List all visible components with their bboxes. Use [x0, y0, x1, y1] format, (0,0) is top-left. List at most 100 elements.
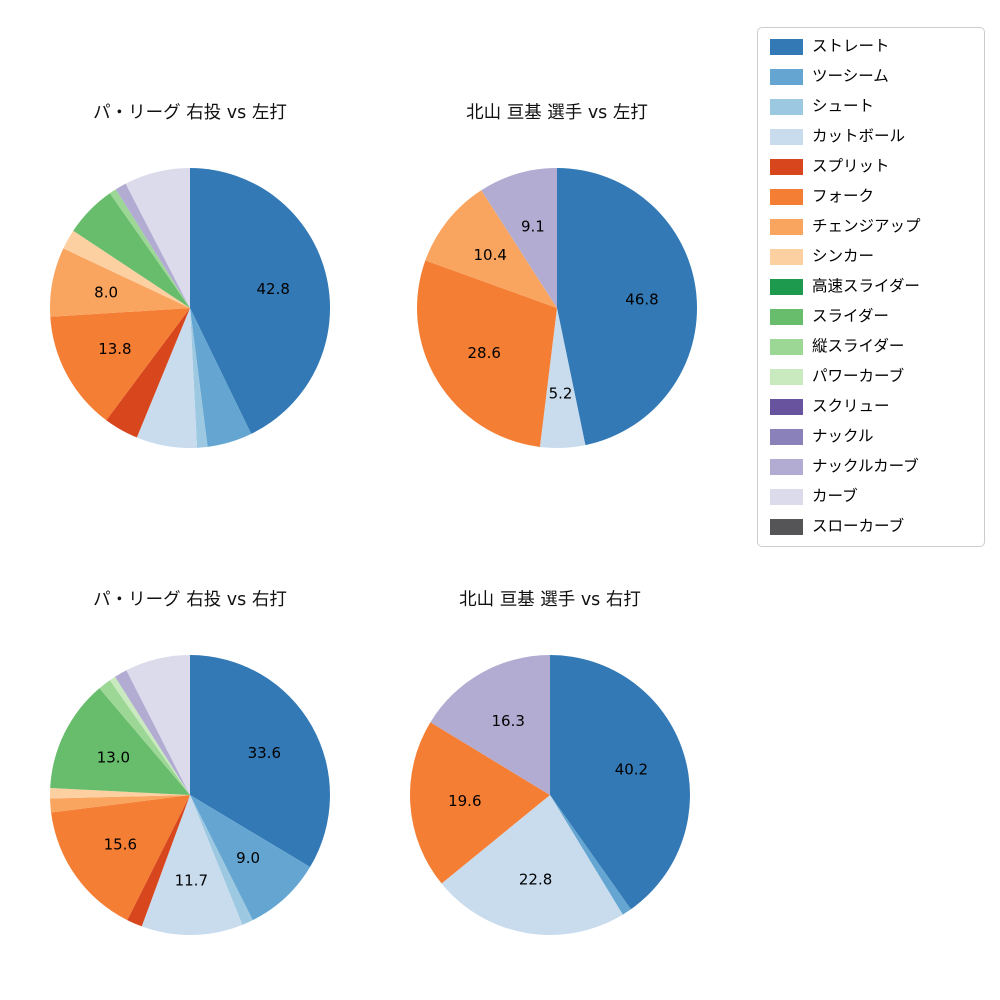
legend-item-label: ナックル	[812, 427, 874, 446]
slice-value-label: 40.2	[615, 760, 648, 778]
pie-slice	[425, 190, 557, 308]
pie-slice	[190, 168, 331, 434]
slice-value-label: 10.4	[473, 246, 506, 264]
legend-item-label: パワーカーブ	[812, 367, 905, 386]
pie-slice	[109, 676, 190, 795]
pie-chart-block-kitayama-vs-lhb: 北山 亘基 選手 vs 左打 46.8 5.2 28.6 10.4 9.1	[404, 100, 710, 458]
slice-value-label: 13.0	[97, 748, 130, 766]
legend-color-swatch	[770, 159, 803, 175]
legend-item-label: ナックルカーブ	[812, 457, 919, 476]
pie-slice	[50, 795, 190, 813]
legend-item-label: スローカーブ	[812, 517, 905, 536]
legend: ストレートツーシームシュートカットボール スプリットフォークチェンジアップ シンカー…	[757, 27, 985, 547]
legend-item: スライダー	[770, 309, 972, 325]
pie-slice	[127, 795, 190, 927]
pie-slice	[125, 168, 190, 308]
legend-item-label: フォーク	[812, 187, 875, 206]
pie-slice	[114, 670, 190, 795]
pie-chart-block-pa-right-vs-lhb: パ・リーグ 右投 vs 左打 42.8 13.8 8.0	[37, 100, 343, 458]
pie-chart: 33.6 9.0 11.7 15.6 13.0	[40, 645, 340, 945]
legend-item: ストレート	[770, 39, 972, 55]
legend-item-label: ツーシーム	[812, 67, 889, 86]
pie-slice	[190, 795, 311, 921]
pie-slice	[136, 308, 198, 448]
legend-item: チェンジアップ	[770, 219, 972, 235]
legend-color-swatch	[770, 69, 803, 85]
pie-slice	[50, 308, 190, 421]
pie-slice	[190, 308, 208, 448]
pie-chart-block-pa-right-vs-rhb: パ・リーグ 右投 vs 右打 33.6 9.0 11.7 15.6 13.0	[37, 587, 343, 945]
legend-item: ツーシーム	[770, 69, 972, 85]
legend-item-label: ストレート	[812, 37, 890, 56]
legend-item: カットボール	[770, 129, 972, 145]
legend-item: シュート	[770, 99, 972, 115]
pie-slice	[416, 260, 557, 447]
legend-item: 縦スライダー	[770, 339, 972, 355]
pie-slice	[430, 655, 550, 795]
chart-title: 北山 亘基 選手 vs 左打	[466, 103, 648, 123]
legend-item: スクリュー	[770, 399, 972, 415]
chart-title: パ・リーグ 右投 vs 右打	[93, 590, 287, 610]
pie-chart: 42.8 13.8 8.0	[40, 158, 340, 458]
pie-slice	[63, 230, 190, 308]
legend-item-label: カットボール	[812, 127, 906, 146]
legend-item-label: スライダー	[812, 307, 889, 326]
legend-item-label: チェンジアップ	[812, 217, 921, 236]
legend-item-label: シンカー	[812, 247, 875, 266]
legend-item-label: カーブ	[812, 487, 858, 506]
legend-item: ナックルカーブ	[770, 459, 972, 475]
legend-color-swatch	[770, 279, 803, 295]
pie-slice	[410, 722, 550, 884]
legend-item: 高速スライダー	[770, 279, 972, 295]
pie-slice	[106, 308, 190, 438]
pie-slice	[550, 795, 631, 915]
legend-color-swatch	[770, 429, 803, 445]
pie-svg: 40.2 22.8 19.6 16.3	[410, 655, 691, 935]
pie-slice	[539, 308, 586, 448]
legend-color-swatch	[770, 339, 803, 355]
slice-value-label: 46.8	[625, 291, 658, 309]
legend-color-swatch	[770, 99, 803, 115]
pie-chart: 40.2 22.8 19.6 16.3	[400, 645, 700, 945]
pie-slice	[126, 655, 190, 795]
legend-color-swatch	[770, 489, 803, 505]
pie-slice	[99, 680, 190, 795]
legend-color-swatch	[770, 189, 803, 205]
legend-item: ナックル	[770, 429, 972, 445]
legend-color-swatch	[770, 129, 803, 145]
legend-item: カーブ	[770, 489, 972, 505]
pie-slice	[73, 193, 190, 308]
slice-value-label: 9.0	[236, 849, 260, 867]
legend-item-label: 高速スライダー	[812, 277, 920, 296]
slice-value-label: 13.8	[98, 340, 131, 358]
chart-title: 北山 亘基 選手 vs 右打	[459, 590, 641, 610]
legend-item-label: シュート	[812, 97, 875, 116]
legend-item: パワーカーブ	[770, 369, 972, 385]
pie-svg: 33.6 9.0 11.7 15.6 13.0	[49, 655, 330, 935]
legend-item: フォーク	[770, 189, 972, 205]
legend-color-swatch	[770, 459, 803, 475]
slice-value-label: 19.6	[448, 792, 481, 810]
pie-slice	[190, 308, 252, 447]
slice-value-label: 9.1	[521, 217, 545, 235]
legend-item-label: スプリット	[812, 157, 890, 176]
slice-value-label: 28.6	[467, 344, 500, 362]
legend-color-swatch	[770, 39, 803, 55]
chart-title: パ・リーグ 右投 vs 左打	[93, 103, 287, 123]
pie-slice	[51, 795, 190, 921]
pie-chart: 46.8 5.2 28.6 10.4 9.1	[407, 158, 707, 458]
legend-color-swatch	[770, 309, 803, 325]
slice-value-label: 22.8	[519, 870, 552, 888]
slice-value-label: 15.6	[104, 836, 137, 854]
legend-color-swatch	[770, 369, 803, 385]
pie-svg: 46.8 5.2 28.6 10.4 9.1	[416, 168, 698, 448]
pie-slice	[190, 655, 330, 868]
legend-item: スプリット	[770, 159, 972, 175]
pie-slice	[109, 189, 190, 308]
legend-color-swatch	[770, 399, 803, 415]
slice-value-label: 33.6	[248, 744, 281, 762]
slice-value-label: 11.7	[175, 872, 208, 890]
slice-value-label: 42.8	[256, 280, 289, 298]
pie-slice	[50, 248, 190, 317]
legend-color-swatch	[770, 219, 803, 235]
